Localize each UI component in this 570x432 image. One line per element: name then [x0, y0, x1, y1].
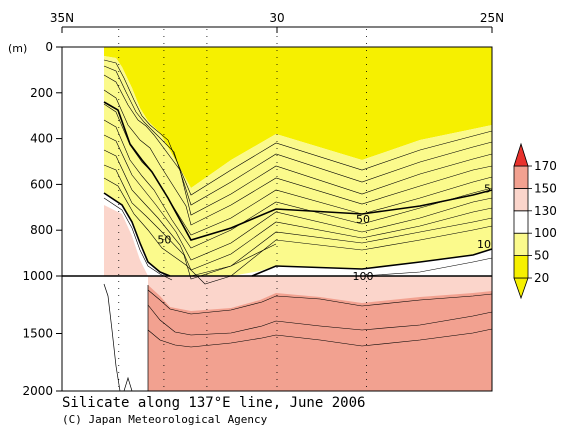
y-tick-label-3: 600	[30, 177, 53, 191]
x-tick-label-0: 35N	[50, 11, 74, 25]
land-boundary	[103, 283, 149, 392]
colorbar-segment-1	[513, 232, 529, 256]
contour-labels: 50 50 100 5 10	[157, 182, 491, 283]
fill-lower-lightpink-top	[148, 276, 492, 309]
contour-label-0: 50	[157, 233, 171, 246]
colorbar-label-3: 130	[534, 204, 557, 218]
colorbar-label-0: 20	[534, 271, 549, 285]
contour-label-2: 100	[353, 270, 374, 283]
x-tick-label-2: 25N	[480, 11, 504, 25]
contour-100	[103, 192, 171, 277]
axis-ticks: 35N 30 25N (m) 0 200 400 600 800 1000 1500 2000	[8, 11, 504, 398]
upper-panel-fills	[62, 47, 492, 276]
y-tick-label-6: 1500	[22, 327, 53, 341]
plot-frame	[61, 46, 493, 392]
station-lines	[118, 29, 367, 391]
y-tick-label-1: 200	[30, 86, 53, 100]
upper-land-mask	[62, 47, 104, 276]
y-unit-label: (m)	[8, 42, 27, 55]
colorbar-segment-0	[513, 255, 529, 279]
y-tick-label-5: 1000	[22, 269, 53, 283]
colorbar-label-4: 150	[534, 181, 557, 195]
fill-white-right-100	[252, 249, 492, 276]
contour-label-4: 10	[477, 238, 491, 251]
y-tick-label-2: 400	[30, 132, 53, 146]
fill-yellow-20-50	[104, 47, 492, 188]
chart-title: Silicate along 137°E line, June 2006	[62, 395, 366, 411]
chart-credit: (C) Japan Meteorological Agency	[62, 413, 268, 426]
bold-contours	[103, 101, 493, 277]
colorbar-under-triangle	[513, 277, 529, 300]
contour-label-3: 5	[484, 182, 491, 195]
colorbar-label-5: 170	[534, 159, 557, 173]
contour-50	[103, 101, 493, 241]
colorbar: 20 50 100 130 150 170	[513, 142, 557, 300]
y-tick-label-0: 0	[45, 40, 53, 54]
thin-contours	[103, 59, 493, 348]
fill-lower-salmon	[148, 285, 492, 391]
lower-panel-fills	[62, 276, 492, 391]
colorbar-segment-2	[513, 210, 529, 234]
contour-100-right	[251, 248, 493, 277]
colorbar-label-1: 50	[534, 249, 549, 263]
y-tick-label-4: 800	[30, 223, 53, 237]
y-tick-label-7: 2000	[22, 384, 53, 398]
colorbar-segment-4	[513, 165, 529, 189]
contour-label-1: 50	[356, 213, 370, 226]
x-tick-label-1: 30	[269, 11, 284, 25]
colorbar-over-triangle	[513, 142, 529, 167]
fill-lightpink-130-150	[104, 205, 148, 276]
colorbar-segment-3	[513, 187, 529, 212]
colorbar-label-2: 100	[534, 226, 557, 240]
fill-lightyellow-50-100	[104, 56, 492, 276]
